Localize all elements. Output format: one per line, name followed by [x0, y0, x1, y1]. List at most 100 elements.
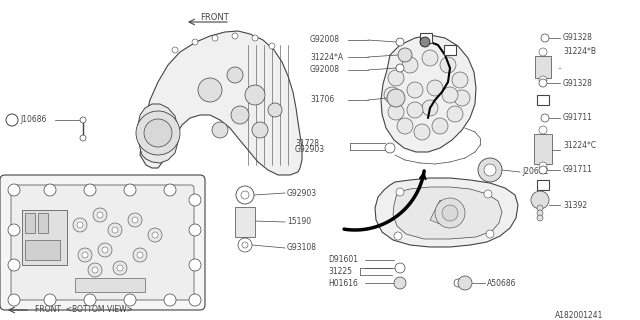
Circle shape	[420, 37, 430, 47]
Text: 15190: 15190	[287, 218, 311, 227]
Circle shape	[132, 217, 138, 223]
Circle shape	[537, 210, 543, 216]
Circle shape	[88, 263, 102, 277]
Circle shape	[152, 232, 158, 238]
Circle shape	[189, 224, 201, 236]
Text: A182001241: A182001241	[555, 310, 604, 319]
Circle shape	[407, 102, 423, 118]
Polygon shape	[75, 278, 145, 292]
Bar	[535, 56, 551, 78]
Text: 31224*B: 31224*B	[563, 47, 596, 57]
Polygon shape	[393, 187, 502, 239]
Circle shape	[172, 47, 178, 53]
Circle shape	[77, 222, 83, 228]
Bar	[25, 240, 60, 260]
Text: FRONT: FRONT	[200, 13, 228, 22]
Circle shape	[484, 164, 496, 176]
Circle shape	[113, 261, 127, 275]
Text: 1: 1	[48, 188, 52, 193]
Circle shape	[402, 57, 418, 73]
Circle shape	[422, 50, 438, 66]
Circle shape	[128, 213, 142, 227]
Circle shape	[388, 70, 404, 86]
Text: G92903: G92903	[287, 188, 317, 197]
Circle shape	[164, 294, 176, 306]
Circle shape	[414, 124, 430, 140]
Circle shape	[8, 294, 20, 306]
Circle shape	[427, 80, 443, 96]
Circle shape	[396, 188, 404, 196]
Circle shape	[189, 259, 201, 271]
Text: B: B	[540, 180, 545, 189]
Circle shape	[539, 76, 547, 84]
Circle shape	[73, 218, 87, 232]
Circle shape	[442, 205, 458, 221]
Circle shape	[387, 89, 405, 107]
Text: G92008: G92008	[310, 66, 340, 75]
Circle shape	[44, 184, 56, 196]
Text: 1: 1	[168, 188, 172, 193]
Circle shape	[539, 79, 547, 87]
Circle shape	[80, 117, 86, 123]
Circle shape	[192, 39, 198, 45]
Circle shape	[432, 118, 448, 134]
Text: G91711: G91711	[563, 165, 593, 174]
Circle shape	[144, 119, 172, 147]
Polygon shape	[375, 178, 518, 247]
FancyBboxPatch shape	[0, 175, 205, 310]
Text: 1: 1	[168, 298, 172, 302]
Circle shape	[82, 252, 88, 258]
Circle shape	[164, 184, 176, 196]
Circle shape	[458, 276, 472, 290]
Circle shape	[395, 263, 405, 273]
Circle shape	[148, 228, 162, 242]
Circle shape	[486, 230, 494, 238]
Circle shape	[189, 194, 201, 206]
Text: 1: 1	[12, 298, 16, 302]
Circle shape	[407, 82, 423, 98]
Circle shape	[252, 35, 258, 41]
Bar	[420, 33, 432, 43]
Circle shape	[236, 186, 254, 204]
Circle shape	[8, 259, 20, 271]
Circle shape	[454, 279, 462, 287]
Circle shape	[84, 294, 96, 306]
Text: 31728: 31728	[295, 139, 319, 148]
Text: 31224*A: 31224*A	[310, 52, 343, 61]
FancyBboxPatch shape	[11, 185, 194, 300]
Bar	[537, 95, 549, 105]
Circle shape	[238, 238, 252, 252]
Text: G91328: G91328	[563, 34, 593, 43]
Text: H01616: H01616	[328, 278, 358, 287]
Circle shape	[539, 162, 547, 170]
Circle shape	[6, 114, 18, 126]
Circle shape	[231, 106, 249, 124]
Circle shape	[396, 38, 404, 46]
Text: G93108: G93108	[287, 244, 317, 252]
Text: 31706: 31706	[310, 95, 334, 105]
Text: G92008: G92008	[310, 36, 340, 44]
Circle shape	[124, 294, 136, 306]
Circle shape	[112, 227, 118, 233]
Circle shape	[478, 158, 502, 182]
Circle shape	[232, 33, 238, 39]
Text: 1: 1	[193, 228, 196, 233]
Text: 31225: 31225	[328, 267, 352, 276]
Text: J10686: J10686	[20, 116, 46, 124]
Text: G91711: G91711	[563, 114, 593, 123]
Text: 1: 1	[128, 298, 132, 302]
Circle shape	[442, 87, 458, 103]
Bar	[38, 213, 48, 233]
Circle shape	[539, 126, 547, 134]
Circle shape	[447, 106, 463, 122]
Text: G91328: G91328	[563, 78, 593, 87]
Circle shape	[537, 215, 543, 221]
Circle shape	[396, 64, 404, 72]
Text: 1: 1	[193, 262, 196, 268]
Circle shape	[394, 277, 406, 289]
Circle shape	[117, 265, 123, 271]
Circle shape	[241, 191, 249, 199]
Text: B: B	[424, 34, 429, 43]
Text: 1: 1	[48, 298, 52, 302]
Circle shape	[539, 166, 547, 174]
